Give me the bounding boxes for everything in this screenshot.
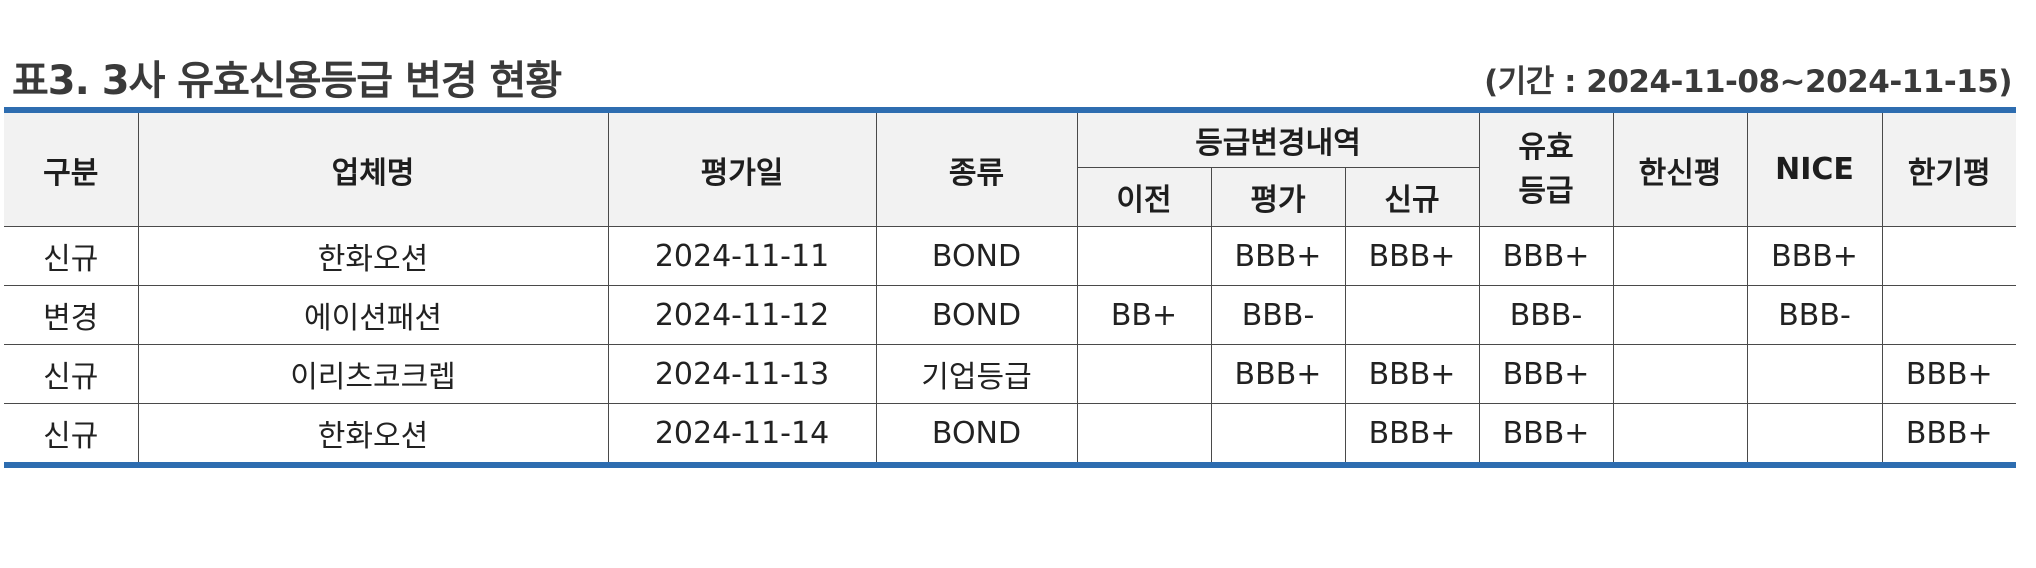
cell-valid: BBB+ [1478, 344, 1614, 404]
cell-eval: BBB+ [1210, 344, 1346, 404]
cell-hangi: BBB+ [1881, 344, 2017, 404]
header-eval-date: 평가일 [607, 109, 877, 227]
cell-valid: BBB- [1478, 285, 1614, 345]
cell-nice [1746, 403, 1883, 466]
cell-nice: BBB+ [1746, 226, 1883, 286]
cell-new [1344, 285, 1480, 345]
cell-hanshin [1612, 285, 1748, 345]
cell-eval [1210, 403, 1346, 466]
cell-company: 이리츠코크렙 [137, 344, 609, 404]
cell-hanshin [1612, 344, 1748, 404]
header-kind: 종류 [875, 109, 1078, 227]
header-category: 구분 [4, 109, 139, 227]
header-company: 업체명 [137, 109, 609, 227]
cell-company: 에이션패션 [137, 285, 609, 345]
table-row: 신규 이리츠코크렙 2024-11-13 기업등급 BBB+ BBB+ BBB+… [4, 344, 2017, 404]
table-row: 신규 한화오션 2024-11-11 BOND BBB+ BBB+ BBB+ B… [4, 226, 2017, 286]
header-valid-line2: 등급 [1518, 173, 1574, 209]
cell-eval: BBB- [1210, 285, 1346, 345]
cell-hanshin [1612, 226, 1748, 286]
cell-eval-date: 2024-11-13 [607, 344, 877, 404]
table-title: 표3. 3사 유효신용등급 변경 현황 [12, 58, 562, 104]
cell-prev: BB+ [1076, 285, 1212, 345]
cell-company: 한화오션 [137, 403, 609, 466]
cell-prev [1076, 403, 1212, 466]
cell-hanshin [1612, 403, 1748, 466]
cell-kind: 기업등급 [875, 344, 1078, 404]
cell-new: BBB+ [1344, 226, 1480, 286]
cell-category: 신규 [4, 226, 139, 286]
header-nice: NICE [1746, 109, 1883, 227]
cell-category: 신규 [4, 344, 139, 404]
cell-prev [1076, 344, 1212, 404]
cell-nice [1746, 344, 1883, 404]
table-row: 신규 한화오션 2024-11-14 BOND BBB+ BBB+ BBB+ [4, 403, 2017, 466]
cell-category: 신규 [4, 403, 139, 466]
cell-kind: BOND [875, 226, 1078, 286]
header-prev: 이전 [1077, 167, 1212, 227]
period-label: (기간 : 2024-11-08~2024-11-15) [1484, 64, 2012, 100]
cell-prev [1076, 226, 1212, 286]
table-row: 변경 에이션패션 2024-11-12 BOND BB+ BBB- BBB- B… [4, 285, 2017, 345]
cell-new: BBB+ [1344, 344, 1480, 404]
cell-eval-date: 2024-11-11 [607, 226, 877, 286]
cell-hangi: BBB+ [1881, 403, 2017, 466]
cell-valid: BBB+ [1478, 403, 1614, 466]
cell-category: 변경 [4, 285, 139, 345]
header-eval: 평가 [1210, 167, 1346, 227]
header-row-2: 이전 평가 신규 [4, 167, 2016, 227]
cell-nice: BBB- [1746, 285, 1883, 345]
cell-kind: BOND [875, 285, 1078, 345]
cell-hangi [1881, 285, 2017, 345]
cell-eval-date: 2024-11-12 [607, 285, 877, 345]
cell-kind: BOND [875, 403, 1078, 466]
cell-hangi [1881, 226, 2017, 286]
header-valid-line1: 유효 [1518, 129, 1574, 165]
header-change-group: 등급변경내역 [1076, 109, 1480, 168]
header-hangi: 한기평 [1881, 109, 2017, 227]
cell-new: BBB+ [1344, 403, 1480, 466]
header-new: 신규 [1344, 167, 1480, 227]
cell-eval-date: 2024-11-14 [607, 403, 877, 466]
cell-company: 한화오션 [137, 226, 609, 286]
header-hanshin: 한신평 [1612, 109, 1748, 227]
cell-valid: BBB+ [1478, 226, 1614, 286]
cell-eval: BBB+ [1210, 226, 1346, 286]
